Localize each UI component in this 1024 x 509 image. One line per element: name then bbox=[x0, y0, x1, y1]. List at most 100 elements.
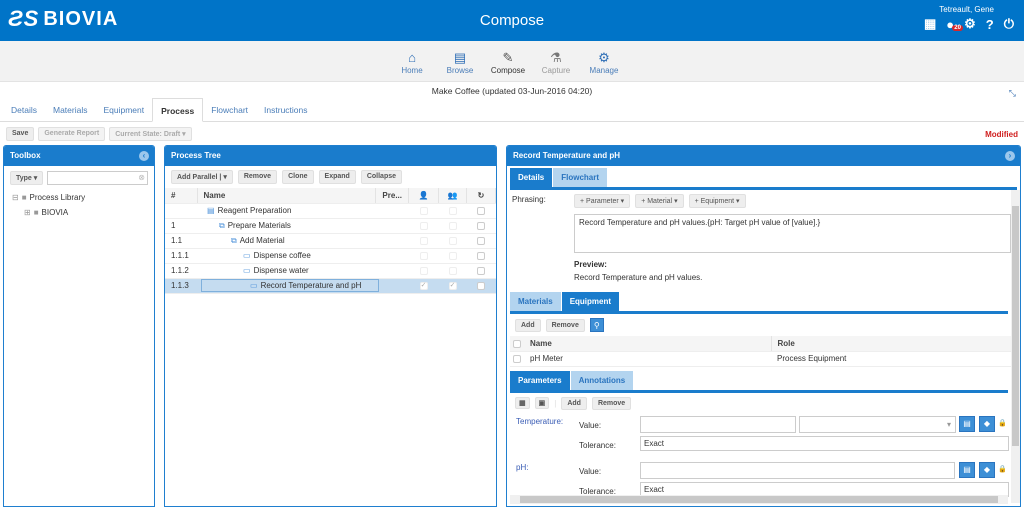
col-num[interactable]: # bbox=[165, 188, 198, 204]
temperature-tolerance-input[interactable] bbox=[640, 435, 1009, 451]
col-equipment-role[interactable]: Role bbox=[771, 336, 1011, 352]
calculator-icon[interactable]: ▤ bbox=[959, 415, 975, 432]
nav-browse[interactable]: ▤ Browse bbox=[446, 50, 474, 75]
row-checkbox[interactable] bbox=[477, 251, 485, 260]
row-checkbox[interactable] bbox=[448, 266, 457, 275]
expand-icon[interactable]: ⊞ bbox=[24, 208, 31, 217]
calculator-icon[interactable]: ▤ bbox=[959, 461, 975, 478]
col-group[interactable]: 👥 bbox=[438, 188, 467, 204]
remove-equipment-button[interactable]: Remove bbox=[545, 318, 585, 332]
row-checkbox[interactable] bbox=[419, 236, 428, 245]
add-parallel-button[interactable]: Add Parallel | ▾ bbox=[171, 170, 233, 184]
tab-parameters[interactable]: Parameters bbox=[510, 370, 570, 390]
equipment-row[interactable]: pH Meter Process Equipment bbox=[510, 351, 1011, 367]
row-checkbox[interactable] bbox=[448, 236, 457, 245]
nav-compose[interactable]: ✎ Compose bbox=[490, 50, 526, 75]
row-checkbox[interactable] bbox=[513, 354, 521, 363]
nav-capture[interactable]: ⚗ Capture bbox=[541, 50, 571, 75]
row-checkbox[interactable] bbox=[419, 221, 428, 230]
row-checkbox[interactable] bbox=[419, 251, 428, 260]
tab-step-flowchart[interactable]: Flowchart bbox=[553, 168, 608, 187]
add-material-dropdown[interactable]: + Material ▾ bbox=[635, 194, 684, 208]
type-filter-dropdown[interactable]: Type ▾ bbox=[10, 171, 44, 185]
toolbox-search-input[interactable] bbox=[47, 171, 148, 185]
tab-flowchart[interactable]: Flowchart bbox=[211, 105, 249, 115]
add-parameter-button[interactable]: Add bbox=[561, 396, 587, 410]
row-checkbox[interactable] bbox=[448, 251, 457, 260]
vertical-scrollbar[interactable] bbox=[1011, 190, 1020, 503]
add-parameter-dropdown[interactable]: + Parameter ▾ bbox=[574, 194, 631, 208]
step-name-cell[interactable]: ▭ Dispense coffee bbox=[243, 251, 311, 260]
row-checkbox[interactable] bbox=[448, 221, 457, 230]
tab-process[interactable]: Process bbox=[152, 98, 204, 122]
col-refresh[interactable]: ↻ bbox=[466, 188, 496, 204]
user-name[interactable]: Tetreault, Gene bbox=[939, 5, 994, 14]
row-checkbox[interactable] bbox=[448, 206, 457, 215]
help-icon[interactable]: ? bbox=[985, 16, 994, 32]
process-tree-row[interactable]: 1.1.3 ▭ Record Temperature and pH ✓ ✓ bbox=[165, 278, 496, 294]
horizontal-scrollbar[interactable] bbox=[510, 495, 1008, 504]
add-equipment-button[interactable]: Add bbox=[515, 318, 541, 332]
location-pin-icon[interactable]: ⚲ bbox=[589, 318, 604, 332]
generate-report-button[interactable]: Generate Report bbox=[38, 127, 106, 141]
tag-icon[interactable]: ◆ bbox=[979, 415, 995, 432]
tab-materials[interactable]: Materials bbox=[52, 105, 88, 115]
save-button[interactable]: Save bbox=[6, 127, 35, 141]
tab-equipment-res[interactable]: Equipment bbox=[561, 292, 620, 311]
grid-view-icon[interactable]: ▦ bbox=[515, 397, 530, 409]
tag-icon[interactable]: ◆ bbox=[979, 461, 995, 478]
clone-button[interactable]: Clone bbox=[282, 170, 314, 184]
tab-annotations[interactable]: Annotations bbox=[570, 370, 634, 390]
step-name-cell[interactable]: ⧉ Add Material bbox=[231, 235, 285, 245]
process-tree-row[interactable]: 1.1 ⧉ Add Material bbox=[165, 233, 496, 249]
temperature-value-input[interactable] bbox=[640, 415, 796, 433]
power-icon[interactable]: ⏻ bbox=[1003, 16, 1014, 31]
nav-home[interactable]: ⌂ Home bbox=[401, 50, 423, 75]
collapse-right-icon[interactable]: › bbox=[1005, 151, 1015, 161]
remove-parameter-button[interactable]: Remove bbox=[591, 396, 632, 410]
collapse-button[interactable]: Collapse bbox=[360, 170, 403, 184]
tab-materials-res[interactable]: Materials bbox=[510, 292, 561, 311]
tab-step-details[interactable]: Details bbox=[510, 168, 553, 187]
row-checkbox[interactable] bbox=[477, 281, 485, 290]
tree-item-biovia[interactable]: ⊞ ■ BIOVIA bbox=[24, 208, 69, 217]
row-checkbox[interactable]: ✓ bbox=[448, 281, 457, 290]
step-name-cell[interactable]: ▤ Reagent Preparation bbox=[207, 206, 292, 215]
temperature-unit-dropdown[interactable]: ▾ bbox=[799, 415, 956, 433]
row-checkbox[interactable] bbox=[477, 236, 485, 245]
ph-value-input[interactable] bbox=[640, 461, 955, 479]
phrasing-textarea[interactable]: Record Temperature and pH values.{pH: Ta… bbox=[574, 214, 1011, 253]
col-user[interactable]: 👤 bbox=[408, 188, 439, 204]
tree-item-process-library[interactable]: ⊟ ■ Process Library bbox=[12, 193, 86, 202]
form-view-icon[interactable]: ▣ bbox=[534, 397, 550, 409]
col-equipment-name[interactable]: Name bbox=[524, 336, 772, 352]
tab-details[interactable]: Details bbox=[11, 105, 37, 115]
collapse-left-icon[interactable]: ‹ bbox=[139, 151, 149, 161]
process-tree-row[interactable]: 1.1.1 ▭ Dispense coffee bbox=[165, 248, 496, 264]
current-state-dropdown[interactable]: Current State: Draft ▾ bbox=[109, 127, 192, 141]
process-tree-row[interactable]: 1.1.2 ▭ Dispense water bbox=[165, 263, 496, 279]
step-name-cell[interactable]: ▭ Dispense water bbox=[243, 266, 309, 275]
row-checkbox[interactable] bbox=[419, 266, 428, 275]
notifications-icon[interactable]: ● 20 bbox=[946, 16, 963, 32]
expand-button[interactable]: Expand bbox=[318, 170, 356, 184]
gear-icon[interactable]: ⚙ bbox=[964, 16, 976, 31]
select-all-checkbox[interactable] bbox=[513, 339, 521, 348]
ph-tolerance-input[interactable] bbox=[640, 481, 1009, 497]
col-pre[interactable]: Pre... bbox=[375, 188, 409, 204]
row-checkbox[interactable] bbox=[477, 266, 485, 275]
tab-instructions[interactable]: Instructions bbox=[264, 105, 308, 115]
process-tree-row[interactable]: ▤ Reagent Preparation bbox=[165, 203, 496, 219]
tab-equipment[interactable]: Equipment bbox=[103, 105, 145, 115]
row-checkbox[interactable] bbox=[477, 206, 485, 215]
clear-icon[interactable]: ⊗ bbox=[138, 173, 145, 182]
remove-button[interactable]: Remove bbox=[237, 170, 278, 184]
row-checkbox[interactable] bbox=[477, 221, 485, 230]
shrink-icon[interactable]: ⤡ bbox=[1008, 88, 1016, 98]
nav-manage[interactable]: ⚙ Manage bbox=[589, 50, 619, 75]
row-checkbox[interactable] bbox=[419, 206, 428, 215]
apps-grid-icon[interactable]: ▦ bbox=[923, 16, 937, 31]
col-name[interactable]: Name bbox=[197, 188, 377, 204]
row-checkbox[interactable]: ✓ bbox=[419, 281, 428, 290]
process-tree-row[interactable]: 1 ⧉ Prepare Materials bbox=[165, 218, 496, 234]
